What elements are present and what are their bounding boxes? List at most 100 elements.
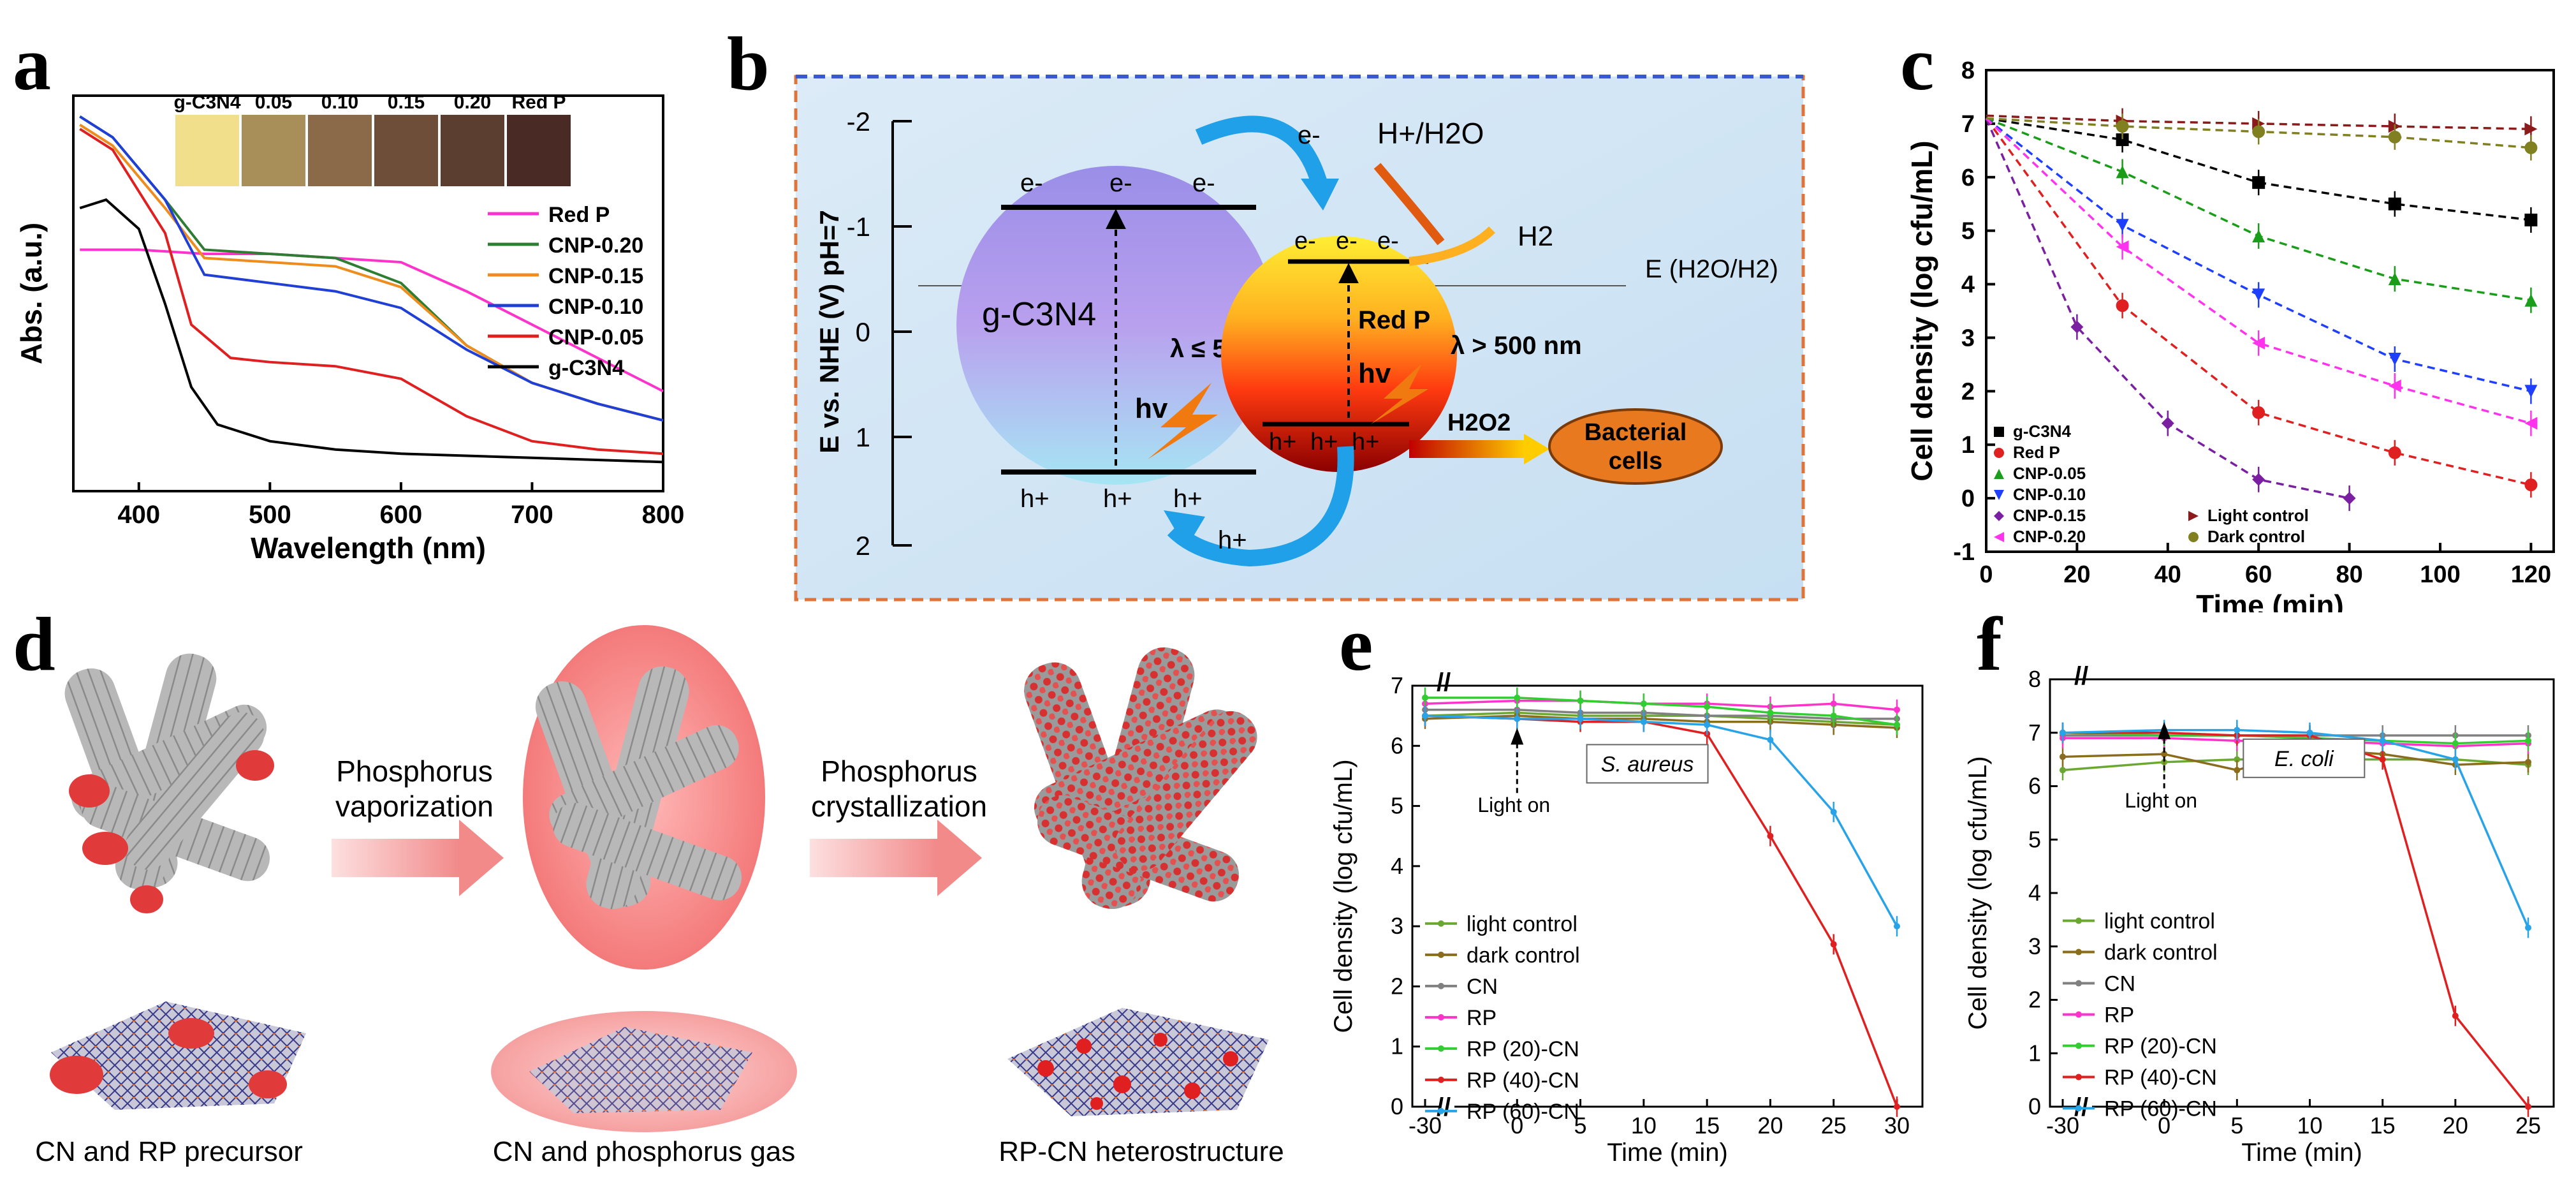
legend-label: RP <box>2104 1003 2134 1028</box>
legend-marker <box>1438 1107 1444 1114</box>
fit-curve <box>1985 117 2350 499</box>
legend-marker <box>2075 917 2082 924</box>
legend-marker <box>2075 1074 2082 1081</box>
x-tick-label: 20 <box>2443 1112 2468 1139</box>
panel-e: e ////-30 0 5 10 15 20 25 30 0 1 2 3 4 5 6 7 Time (min) C… <box>1314 600 1951 1203</box>
h2o2-arrow <box>1409 440 1524 458</box>
y-tick-label: 8 <box>2028 666 2041 692</box>
electron-transfer-arrow <box>1195 115 1328 188</box>
sample-label: 0.15 <box>388 92 425 113</box>
legend-label: RP (20)-CN <box>2104 1035 2217 1059</box>
legend-label: CN <box>1467 975 1498 999</box>
y-tick-label: 8 <box>1961 57 1975 84</box>
legend-label: CN <box>2104 972 2135 996</box>
x-tick-label: 10 <box>2297 1112 2322 1139</box>
h2-arrow-out <box>1409 226 1495 266</box>
y-tick-label: 4 <box>1391 853 1403 879</box>
plot-frame <box>1985 69 2555 553</box>
legend-marker <box>1438 1045 1444 1052</box>
panel-label-f: f <box>1977 602 2002 686</box>
crystallization-arrow: Phosphorus crystallization <box>810 755 987 896</box>
y-tick-label: 7 <box>1961 111 1975 138</box>
sample-photo <box>507 115 571 186</box>
y-tick-label: 7 <box>2028 720 2041 746</box>
vaporization-arrow: Phosphorus vaporization <box>332 755 504 896</box>
legend-label: CNP-0.20 <box>2013 527 2086 546</box>
y-tick-label: 0 <box>1391 1093 1403 1119</box>
legend-label: dark control <box>2104 941 2218 965</box>
y-tick-label: 5 <box>1961 218 1975 245</box>
legend-label: CNP-0.15 <box>548 264 643 288</box>
x-tick-label: 10 <box>1631 1112 1657 1139</box>
lightning-icon <box>1371 364 1428 424</box>
x-axis-label: Time (min) <box>2196 589 2344 612</box>
legend-marker <box>1994 532 2004 542</box>
x-tick-label: 15 <box>2370 1112 2396 1139</box>
light-on-label: Light on <box>1477 793 1550 816</box>
h2-label: H2 <box>1518 221 1553 252</box>
sample-label: 0.20 <box>454 92 491 113</box>
x-tick-label: -30 <box>2046 1112 2079 1139</box>
y-tick-label: 2 <box>1961 378 1975 405</box>
x-tick-label: 20 <box>1757 1112 1783 1139</box>
x-tick-label: 0 <box>1979 561 1993 588</box>
redp-hole: h+ <box>1352 429 1379 455</box>
energy-axis: -2 -1 0 1 2 E vs. NHE (V) pH=7 <box>814 107 912 561</box>
legend-marker <box>1994 511 2004 521</box>
series-line <box>1424 711 1898 727</box>
h-water-label: H+/H2O <box>1377 117 1484 150</box>
legend-label: RP (40)-CN <box>2104 1066 2217 1090</box>
legend-marker <box>2075 980 2082 987</box>
y-tick-label: 2 <box>2028 987 2041 1013</box>
legend-label: Red P <box>548 203 610 227</box>
y-tick-label: 1 <box>1391 1033 1403 1059</box>
gcn-electron: e- <box>1109 169 1132 197</box>
x-tick-label: 40 <box>2155 561 2181 588</box>
cn-sheet-precursor <box>50 1001 306 1110</box>
x-tick-label: 0 <box>1511 1112 1523 1139</box>
x-tick-label: -30 <box>1409 1112 1442 1139</box>
x-tick-label: 800 <box>642 501 685 529</box>
cn-tubes-gas <box>535 666 742 910</box>
legend-label: RP <box>1467 1006 1497 1030</box>
y-tick-label: 6 <box>2028 773 2041 799</box>
legend-marker <box>2075 1105 2082 1112</box>
legend-label: CNP-0.15 <box>2013 506 2086 525</box>
h2-arrow <box>1373 163 1445 246</box>
y-tick-label: 7 <box>1391 672 1403 698</box>
redp-electron: e- <box>1294 228 1316 255</box>
x-tick-label: 80 <box>2336 561 2362 588</box>
x-tick-label: 500 <box>249 501 291 529</box>
redp-electron: e- <box>1377 228 1399 255</box>
y-tick-label: -1 <box>1953 539 1975 566</box>
series-line <box>1425 708 1897 720</box>
ytick: -1 <box>847 212 870 242</box>
transfer-electron: e- <box>1298 121 1321 149</box>
x-tick-label: 700 <box>511 501 553 529</box>
x-axis-label: Time (min) <box>1607 1139 1728 1167</box>
plot-frame <box>72 94 664 492</box>
sample-label: Red P <box>511 92 566 113</box>
fit-curve <box>1985 117 2531 425</box>
gcn-hole: h+ <box>1103 485 1132 513</box>
sample-photo <box>374 115 438 186</box>
y-tick-label: 1 <box>1961 432 1975 459</box>
legend-marker <box>2188 532 2199 542</box>
y-tick-label: 6 <box>1391 732 1403 758</box>
y-tick-label: 4 <box>2028 880 2041 906</box>
hole-transfer-arrow <box>1167 446 1354 567</box>
y-axis-label: Cell density (log cfu/mL) <box>1964 756 1992 1030</box>
bacteria-line2: cells <box>1609 448 1663 475</box>
legend-label: RP (20)-CN <box>1467 1037 1579 1061</box>
legend-label: Red P <box>2013 443 2060 462</box>
rp-cn-tubes <box>1024 647 1257 910</box>
legend-label: g-C3N4 <box>548 356 624 380</box>
sample-label: g-C3N4 <box>173 92 240 113</box>
series-line <box>1424 714 1898 729</box>
bacterium-label: E. coli <box>2274 747 2334 771</box>
h2o2-label: H2O2 <box>1447 410 1511 436</box>
legend-label: CNP-0.05 <box>548 325 643 350</box>
caption-precursor: CN and RP precursor <box>35 1136 303 1167</box>
